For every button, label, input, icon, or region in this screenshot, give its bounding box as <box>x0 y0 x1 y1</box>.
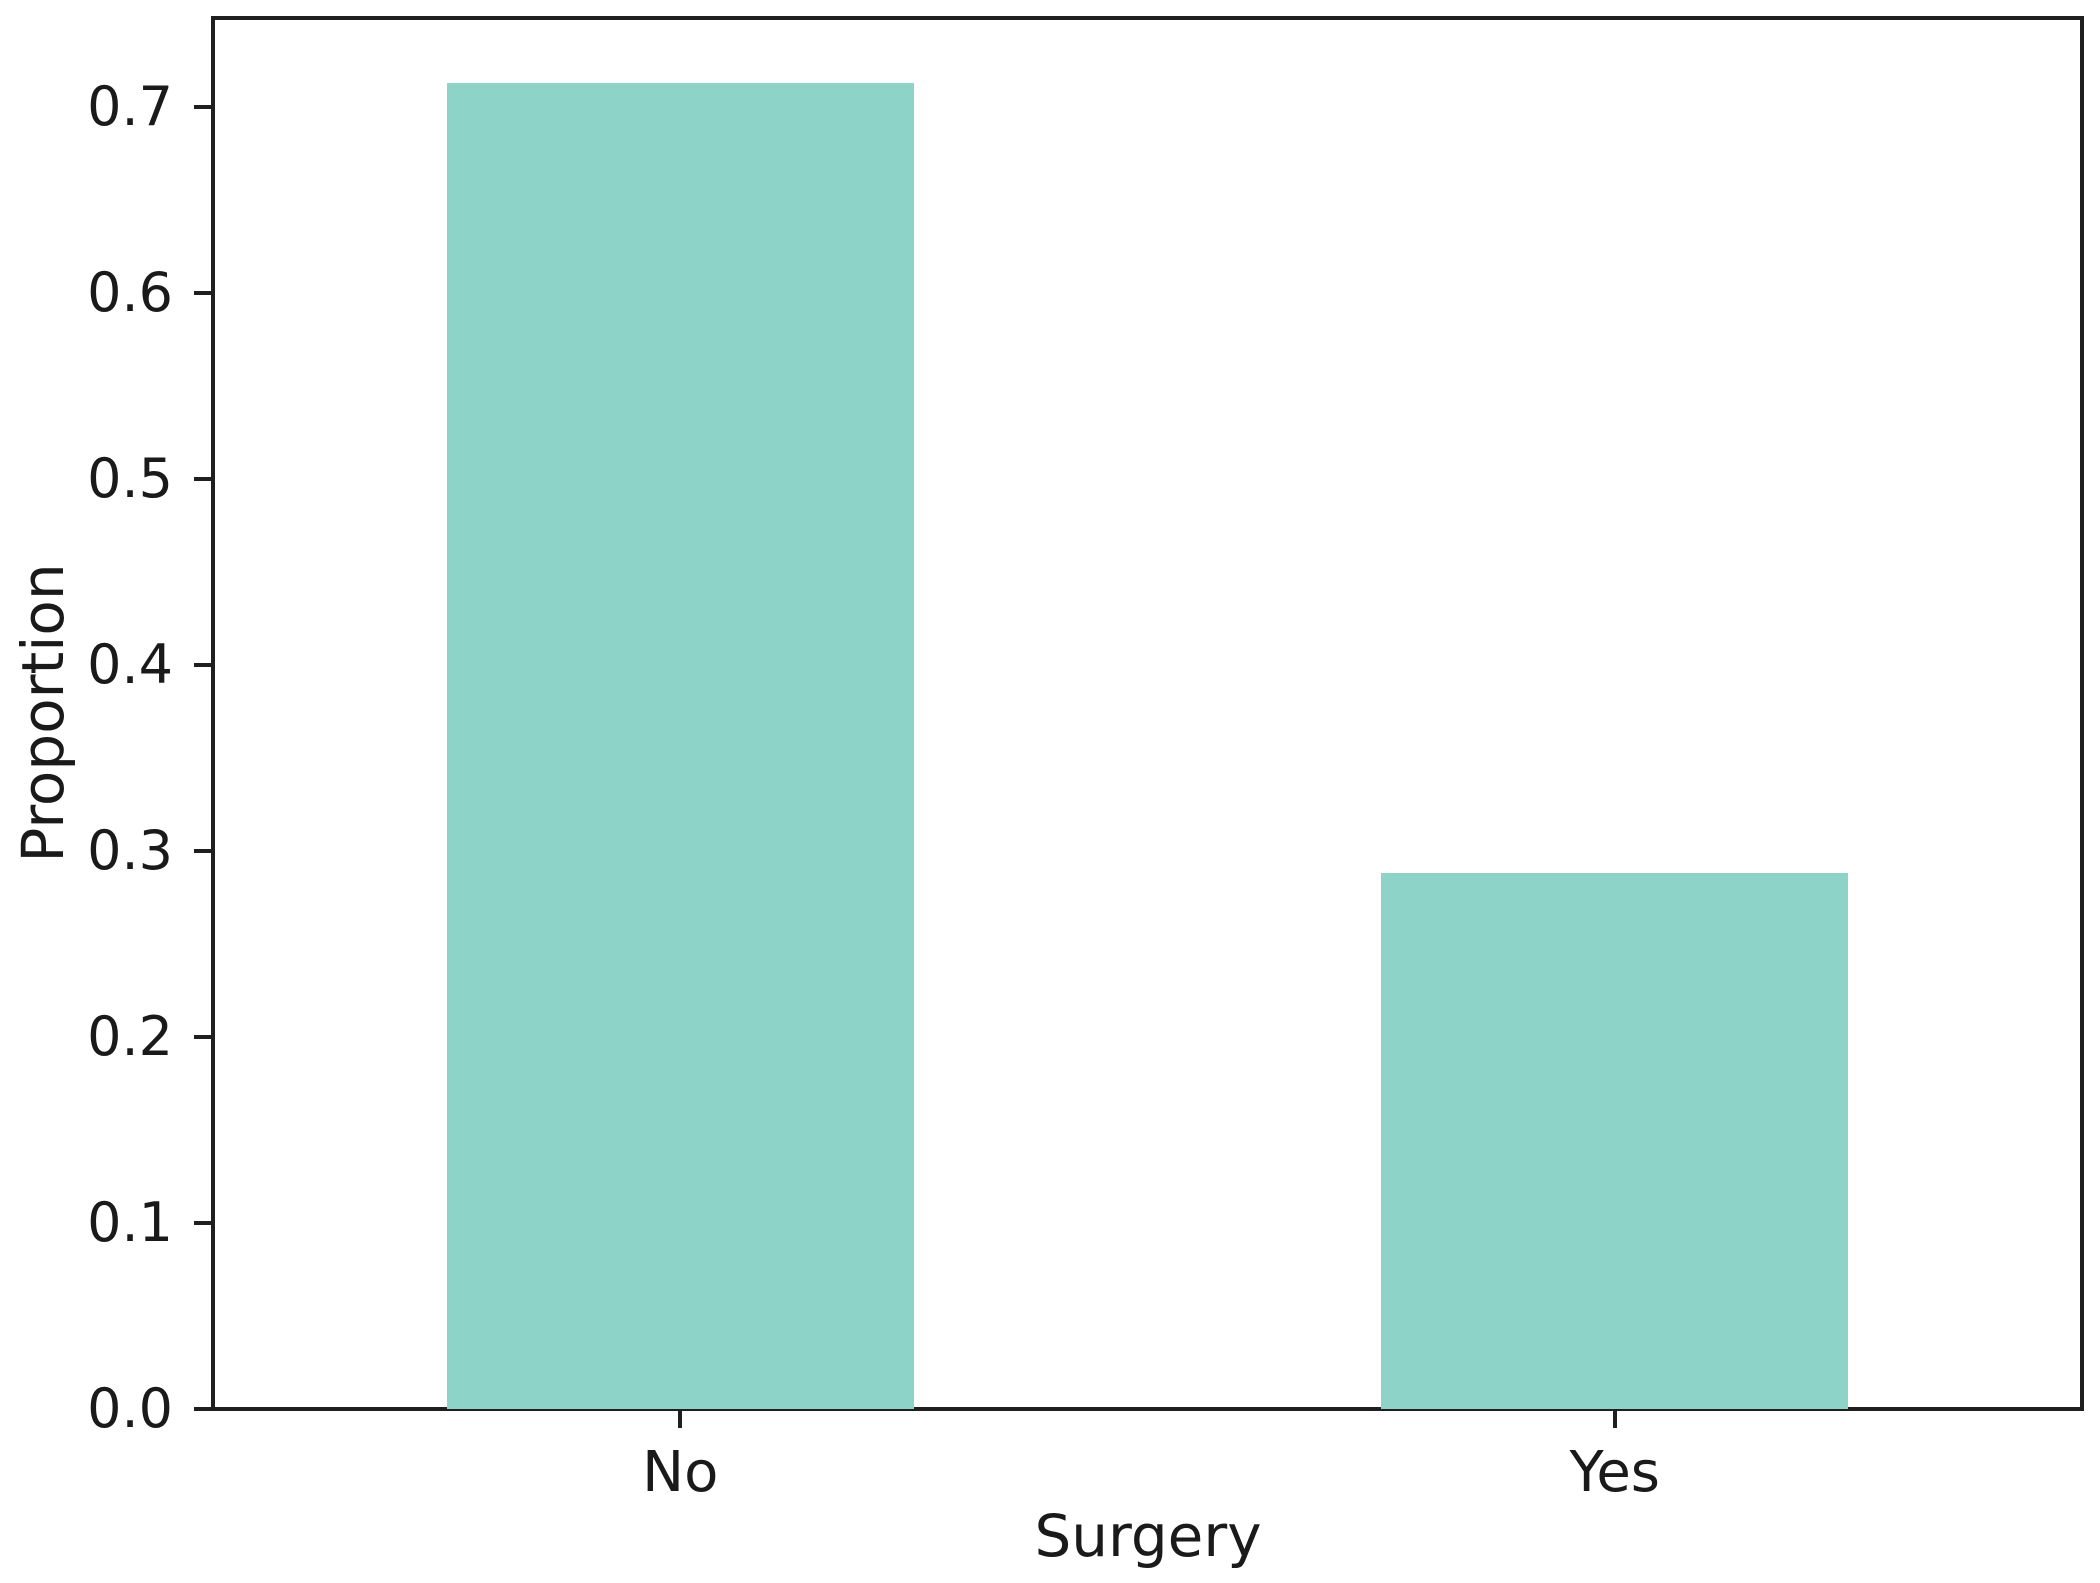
xtick-label: No <box>642 1440 719 1505</box>
ytick-mark <box>194 849 213 854</box>
ytick-mark <box>194 663 213 668</box>
ytick-label: 0.0 <box>87 1377 173 1440</box>
ytick-mark <box>194 1221 213 1226</box>
ytick-label: 0.3 <box>87 819 173 883</box>
ytick-label: 0.7 <box>87 75 173 139</box>
bar-no <box>446 83 914 1409</box>
ytick-mark <box>194 291 213 296</box>
bar-yes <box>1381 873 1849 1409</box>
ytick-mark <box>194 1035 213 1040</box>
ytick-label: 0.1 <box>87 1191 173 1255</box>
axis-spine-bottom <box>211 1407 2084 1411</box>
axis-spine-right <box>2080 16 2084 1411</box>
x-axis-label: Surgery <box>1034 1502 1262 1570</box>
xtick-mark <box>678 1409 683 1428</box>
xtick-label: Yes <box>1569 1440 1660 1505</box>
xtick-mark <box>1612 1409 1617 1428</box>
ytick-mark <box>194 477 213 482</box>
y-axis-label: Proportion <box>9 563 77 863</box>
ytick-label: 0.6 <box>87 261 173 325</box>
ytick-label: 0.5 <box>87 447 173 511</box>
ytick-label: 0.4 <box>87 633 173 697</box>
ytick-label: 0.2 <box>87 1005 173 1069</box>
axis-spine-left <box>211 16 215 1411</box>
ytick-mark <box>194 105 213 110</box>
ytick-mark <box>194 1407 213 1411</box>
axis-spine-top <box>211 16 2084 20</box>
